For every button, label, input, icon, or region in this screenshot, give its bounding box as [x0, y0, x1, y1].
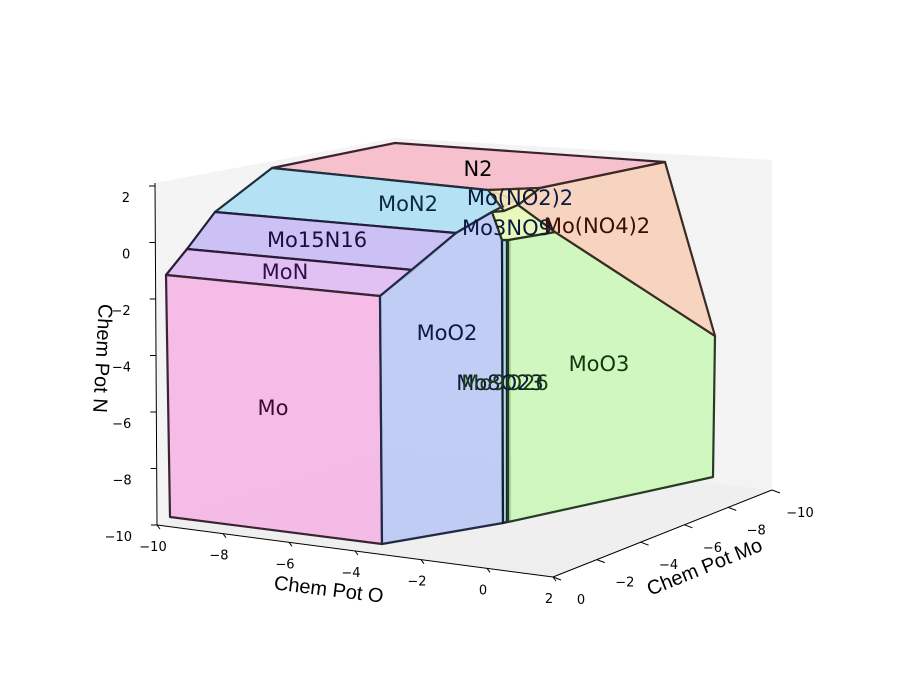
z-tick-label: −4	[112, 361, 131, 376]
region-label-mo15n16: Mo15N16	[267, 228, 367, 252]
region-label-moo2: MoO2	[417, 321, 478, 345]
x-tick-mark	[156, 524, 161, 530]
z-tick-label: 0	[122, 248, 130, 263]
region-label-mo9o26: Mo9O26	[461, 371, 549, 395]
tick-labels: −10 −8 −6 −4 −2 0 2 −10 −8 −6 −4 −2 0 2 0 −2 −4 −6 −8 −10	[105, 191, 814, 608]
x-tick-mark	[288, 542, 293, 547]
x-tick-label: −8	[209, 549, 228, 564]
region-label-mon2: MoN2	[378, 192, 438, 216]
z-tick-label: 2	[122, 191, 130, 206]
x-tick-label: −10	[139, 540, 166, 555]
y-tick-mark	[552, 576, 562, 581]
region-label-n2: N2	[463, 157, 492, 181]
z-tick-label: −2	[111, 304, 130, 319]
x-tick-label: −4	[341, 566, 360, 581]
region-label-moo3: MoO3	[569, 352, 630, 376]
y-tick-mark	[640, 541, 649, 546]
region-label-mon: MoN	[262, 260, 309, 284]
x-tick-label: −6	[275, 557, 294, 572]
tick-marks	[149, 185, 781, 582]
x-axis-title: Chem Pot O	[273, 572, 385, 607]
y-axis-line	[552, 489, 773, 578]
region-label-mo-no4-2: Mo(NO4)2	[544, 214, 650, 238]
region-label-mo-no2-2: Mo(NO2)2	[467, 186, 573, 210]
y-tick-mark	[684, 524, 693, 529]
regions	[164, 141, 717, 546]
x-tick-mark	[420, 559, 425, 564]
y-tick-label: −10	[786, 506, 813, 521]
y-tick-mark	[728, 506, 737, 511]
x-tick-mark	[222, 533, 227, 538]
x-tick-mark	[354, 550, 359, 556]
y-tick-label: −8	[747, 523, 766, 538]
z-tick-label: −10	[105, 530, 132, 545]
y-tick-mark	[596, 559, 605, 564]
region-labels: N2 MoN2 Mo15N16 MoN Mo MoO2 Mo(NO2)2 Mo3NO9Mo(N…	[258, 157, 651, 420]
y-tick-label: −4	[659, 558, 678, 573]
x-tick-mark	[486, 568, 491, 573]
z-tick-label: −8	[112, 474, 131, 489]
y-tick-label: −2	[615, 576, 634, 591]
x-tick-label: 0	[479, 583, 487, 598]
region-label-mo3no9: Mo3NO9	[462, 216, 552, 240]
region-label-mo: Mo	[258, 396, 289, 420]
region-mo3no9-face	[490, 203, 557, 242]
y-tick-label: 0	[577, 593, 585, 608]
y-tick-label: −6	[703, 541, 722, 556]
x-tick-label: 2	[545, 592, 553, 607]
z-tick-label: −6	[112, 417, 131, 432]
y-tick-mark	[771, 489, 781, 494]
x-tick-label: −2	[407, 575, 426, 590]
z-axis-title: Chem Pot N	[88, 303, 116, 413]
region-label-mo8o23: Mo8O23	[456, 371, 544, 395]
